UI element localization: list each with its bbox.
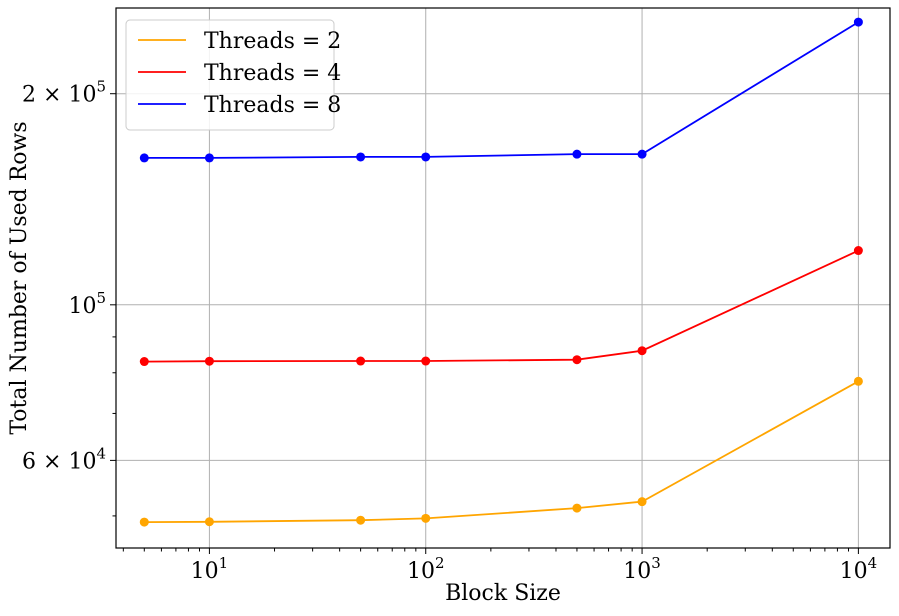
data-point: [204, 356, 214, 366]
series-1: [139, 376, 863, 527]
data-point: [421, 152, 431, 162]
data-point: [421, 513, 431, 523]
x-tick-label: 102: [407, 554, 445, 584]
data-point: [637, 149, 647, 159]
legend: Threads = 2 Threads = 4 Threads = 8: [125, 19, 341, 131]
data-point: [204, 517, 214, 527]
data-point: [637, 497, 647, 507]
y-axis-label: Total Number of Used Rows: [7, 121, 32, 434]
minor-ticks: [112, 336, 849, 552]
series-layer: [139, 17, 863, 527]
data-point: [637, 346, 647, 356]
data-point: [139, 517, 149, 527]
data-point: [139, 153, 149, 163]
series-line: [144, 249, 859, 363]
x-tick-label: 101: [191, 554, 229, 584]
x-axis-ticks: 101 102 103 104: [191, 548, 878, 584]
legend-entry: Threads = 8: [204, 93, 341, 118]
x-tick-label: 103: [623, 554, 661, 584]
data-point: [204, 153, 214, 163]
data-point: [139, 357, 149, 367]
legend-box: [125, 19, 335, 131]
x-tick-label: 104: [840, 554, 878, 584]
data-point: [572, 355, 582, 365]
data-point: [356, 515, 366, 525]
data-point: [572, 149, 582, 159]
data-point: [572, 503, 582, 513]
series-line: [144, 380, 859, 523]
data-point: [421, 356, 431, 366]
series-2: [139, 246, 863, 367]
y-axis-ticks: 6 × 104 105 2 × 105: [22, 78, 116, 474]
y-tick-label: 105: [68, 289, 106, 319]
data-point: [356, 356, 366, 366]
data-point: [356, 152, 366, 162]
data-point: [853, 246, 863, 256]
y-tick-label: 2 × 105: [22, 78, 106, 108]
legend-entry: Threads = 4: [204, 61, 341, 86]
data-point: [853, 17, 863, 27]
x-axis-label: Block Size: [445, 581, 561, 606]
legend-entry: Threads = 2: [204, 29, 341, 54]
plot-frame: [115, 7, 891, 549]
series-3: [139, 17, 863, 163]
data-point: [853, 376, 863, 386]
y-tick-label: 6 × 104: [22, 444, 106, 474]
